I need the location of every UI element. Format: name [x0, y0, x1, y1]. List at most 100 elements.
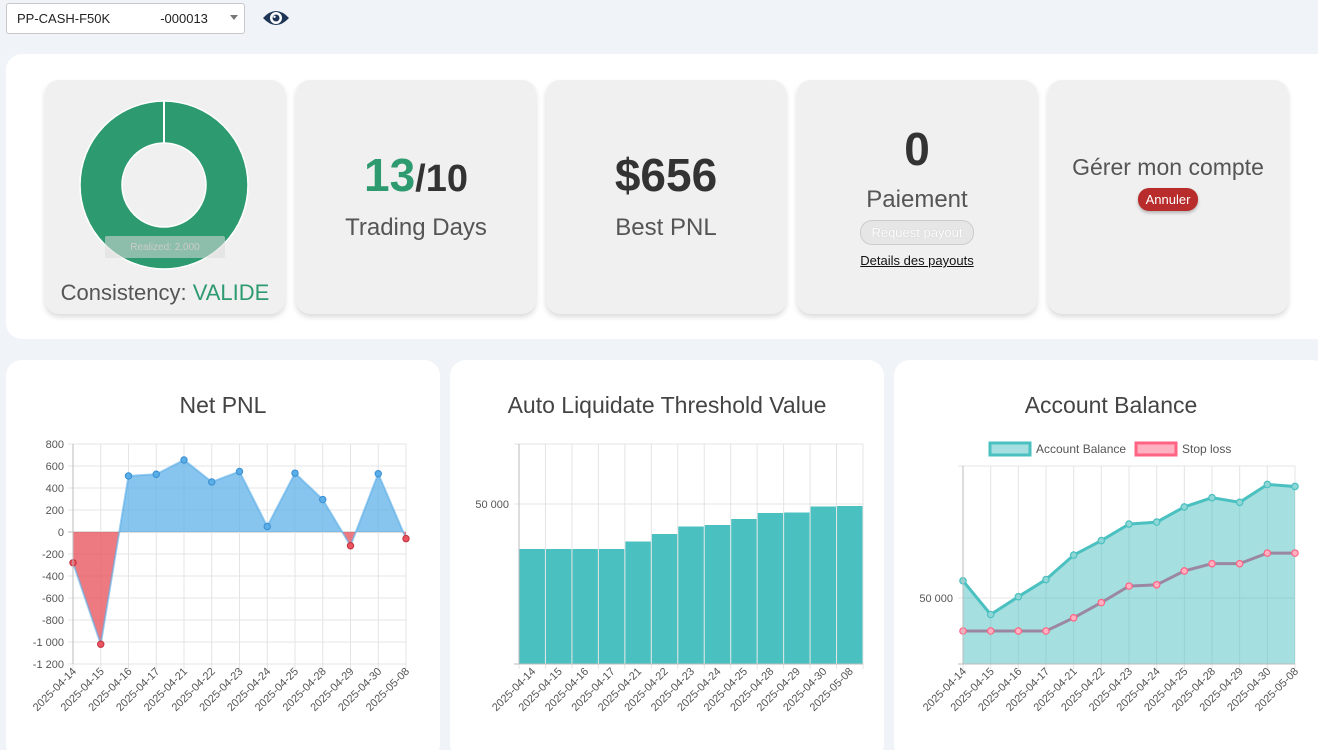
bar	[810, 506, 837, 664]
account-balance-chart-card: Account Balance Account Balance Stop loss…	[894, 360, 1318, 750]
data-point	[1235, 498, 1244, 507]
account-select[interactable]: PP-CASH-F50K -000013	[6, 2, 245, 34]
data-point	[986, 610, 995, 619]
y-tick-label: -200	[42, 549, 64, 561]
data-point	[1263, 549, 1272, 557]
bar	[784, 512, 810, 664]
bar	[625, 541, 651, 664]
net-pnl-title: Net PNL	[179, 392, 267, 418]
account-balance-area	[963, 484, 1295, 664]
manage-account-card: Gérer mon compte Annuler	[1048, 80, 1288, 314]
best-pnl-label: Best PNL	[615, 214, 717, 241]
consistency-label: Consistency:	[60, 280, 187, 305]
bar	[704, 525, 731, 664]
eye-icon[interactable]	[261, 6, 291, 30]
data-point	[1180, 503, 1189, 511]
payment-count: 0	[904, 123, 930, 175]
data-point	[1069, 551, 1078, 559]
data-point	[1014, 592, 1023, 601]
data-point	[1180, 567, 1189, 575]
consistency-card: Realized: 2,000 Consistency: VALIDE	[45, 80, 285, 314]
data-point	[263, 522, 271, 531]
threshold-chart-card: Auto Liquidate Threshold Value 50 000 202…	[450, 360, 884, 750]
legend-label: Stop loss	[1182, 442, 1231, 456]
y-tick-label: 400	[46, 483, 64, 495]
bar	[678, 526, 704, 664]
data-point	[346, 542, 355, 550]
data-point	[1208, 493, 1216, 502]
data-point	[1014, 627, 1023, 635]
data-point	[1125, 582, 1133, 590]
chevron-down-icon	[230, 14, 238, 20]
y-tick-label: 0	[58, 527, 64, 539]
request-payout-button[interactable]: Request payout	[860, 220, 974, 245]
consistency-status: Consistency: VALIDE	[45, 280, 285, 306]
threshold-chart: 50 0002025-04-142025-04-152025-04-162025…	[475, 443, 864, 714]
y-tick-label: -800	[42, 615, 64, 627]
data-point	[1263, 480, 1272, 489]
trading-days-label: Trading Days	[345, 214, 487, 241]
y-tick-label: -1 000	[33, 637, 64, 649]
data-point	[180, 456, 188, 464]
bar	[572, 549, 598, 664]
legend-swatch	[1134, 441, 1178, 457]
data-point	[374, 470, 382, 478]
bar	[731, 519, 757, 664]
y-tick-label: 50 000	[475, 499, 509, 511]
y-tick-label: -400	[42, 571, 64, 583]
net-pnl-positive-area	[73, 459, 406, 532]
data-point	[1097, 598, 1106, 607]
y-tick-label: 600	[46, 461, 64, 473]
data-point	[986, 627, 995, 635]
payout-details-link[interactable]: Details des payouts	[860, 253, 974, 268]
best-pnl-value: $656	[614, 149, 718, 201]
bar	[837, 506, 863, 664]
trading-days-target: /10	[415, 158, 468, 200]
data-point	[1125, 520, 1133, 528]
trading-days-card: 13/10 Trading Days	[296, 80, 536, 314]
payment-card: 0 Paiement Request payout Details des pa…	[797, 80, 1037, 314]
summary-panel: Realized: 2,000 Consistency: VALIDE 13/1…	[6, 54, 1318, 339]
data-point	[152, 470, 160, 478]
payment-label: Paiement	[866, 186, 968, 213]
data-point	[97, 640, 105, 648]
y-tick-label: 50 000	[919, 593, 953, 605]
manage-account-title: Gérer mon compte	[1072, 153, 1264, 180]
data-point	[1235, 559, 1244, 568]
bar	[519, 549, 545, 664]
cancel-account-button[interactable]: Annuler	[1137, 187, 1199, 211]
y-tick-label: -600	[42, 593, 64, 605]
bar	[598, 549, 625, 664]
y-tick-label: -1 200	[33, 659, 64, 671]
data-point	[1042, 627, 1050, 635]
top-bar: PP-CASH-F50K -000013	[6, 2, 291, 34]
legend-label: Account Balance	[1036, 442, 1126, 456]
bar	[545, 549, 572, 664]
data-point	[208, 478, 216, 486]
account-name: PP-CASH-F50K	[17, 10, 111, 26]
data-point	[1291, 482, 1299, 491]
legend-swatch	[988, 441, 1032, 457]
trading-days-value: 13/10	[364, 152, 468, 198]
data-point	[1152, 581, 1161, 589]
data-point	[1042, 575, 1050, 584]
account-number: -000013	[160, 10, 208, 26]
data-point	[1097, 536, 1106, 545]
bar	[651, 534, 678, 664]
data-point	[1152, 518, 1161, 526]
data-point	[1069, 613, 1078, 622]
y-tick-label: 800	[46, 439, 64, 451]
bar	[757, 513, 784, 664]
data-point	[1291, 549, 1299, 557]
data-point	[124, 472, 133, 480]
net-pnl-chart-card: Net PNL 800 600 400 200 0 -200 -400 -600 -800 -1 …	[6, 360, 440, 750]
y-tick-label: 200	[46, 505, 64, 517]
donut-tooltip-label: Realized: 2,000	[105, 236, 225, 258]
net-pnl-negative-area	[73, 532, 406, 645]
data-point	[1208, 559, 1216, 568]
net-pnl-chart: 800 600 400 200 0 -200 -400 -600 -800 -1 000 -1 20…	[31, 439, 412, 714]
consistency-value: VALIDE	[192, 280, 270, 305]
trading-days-current: 13	[364, 149, 416, 201]
data-point	[402, 534, 410, 543]
